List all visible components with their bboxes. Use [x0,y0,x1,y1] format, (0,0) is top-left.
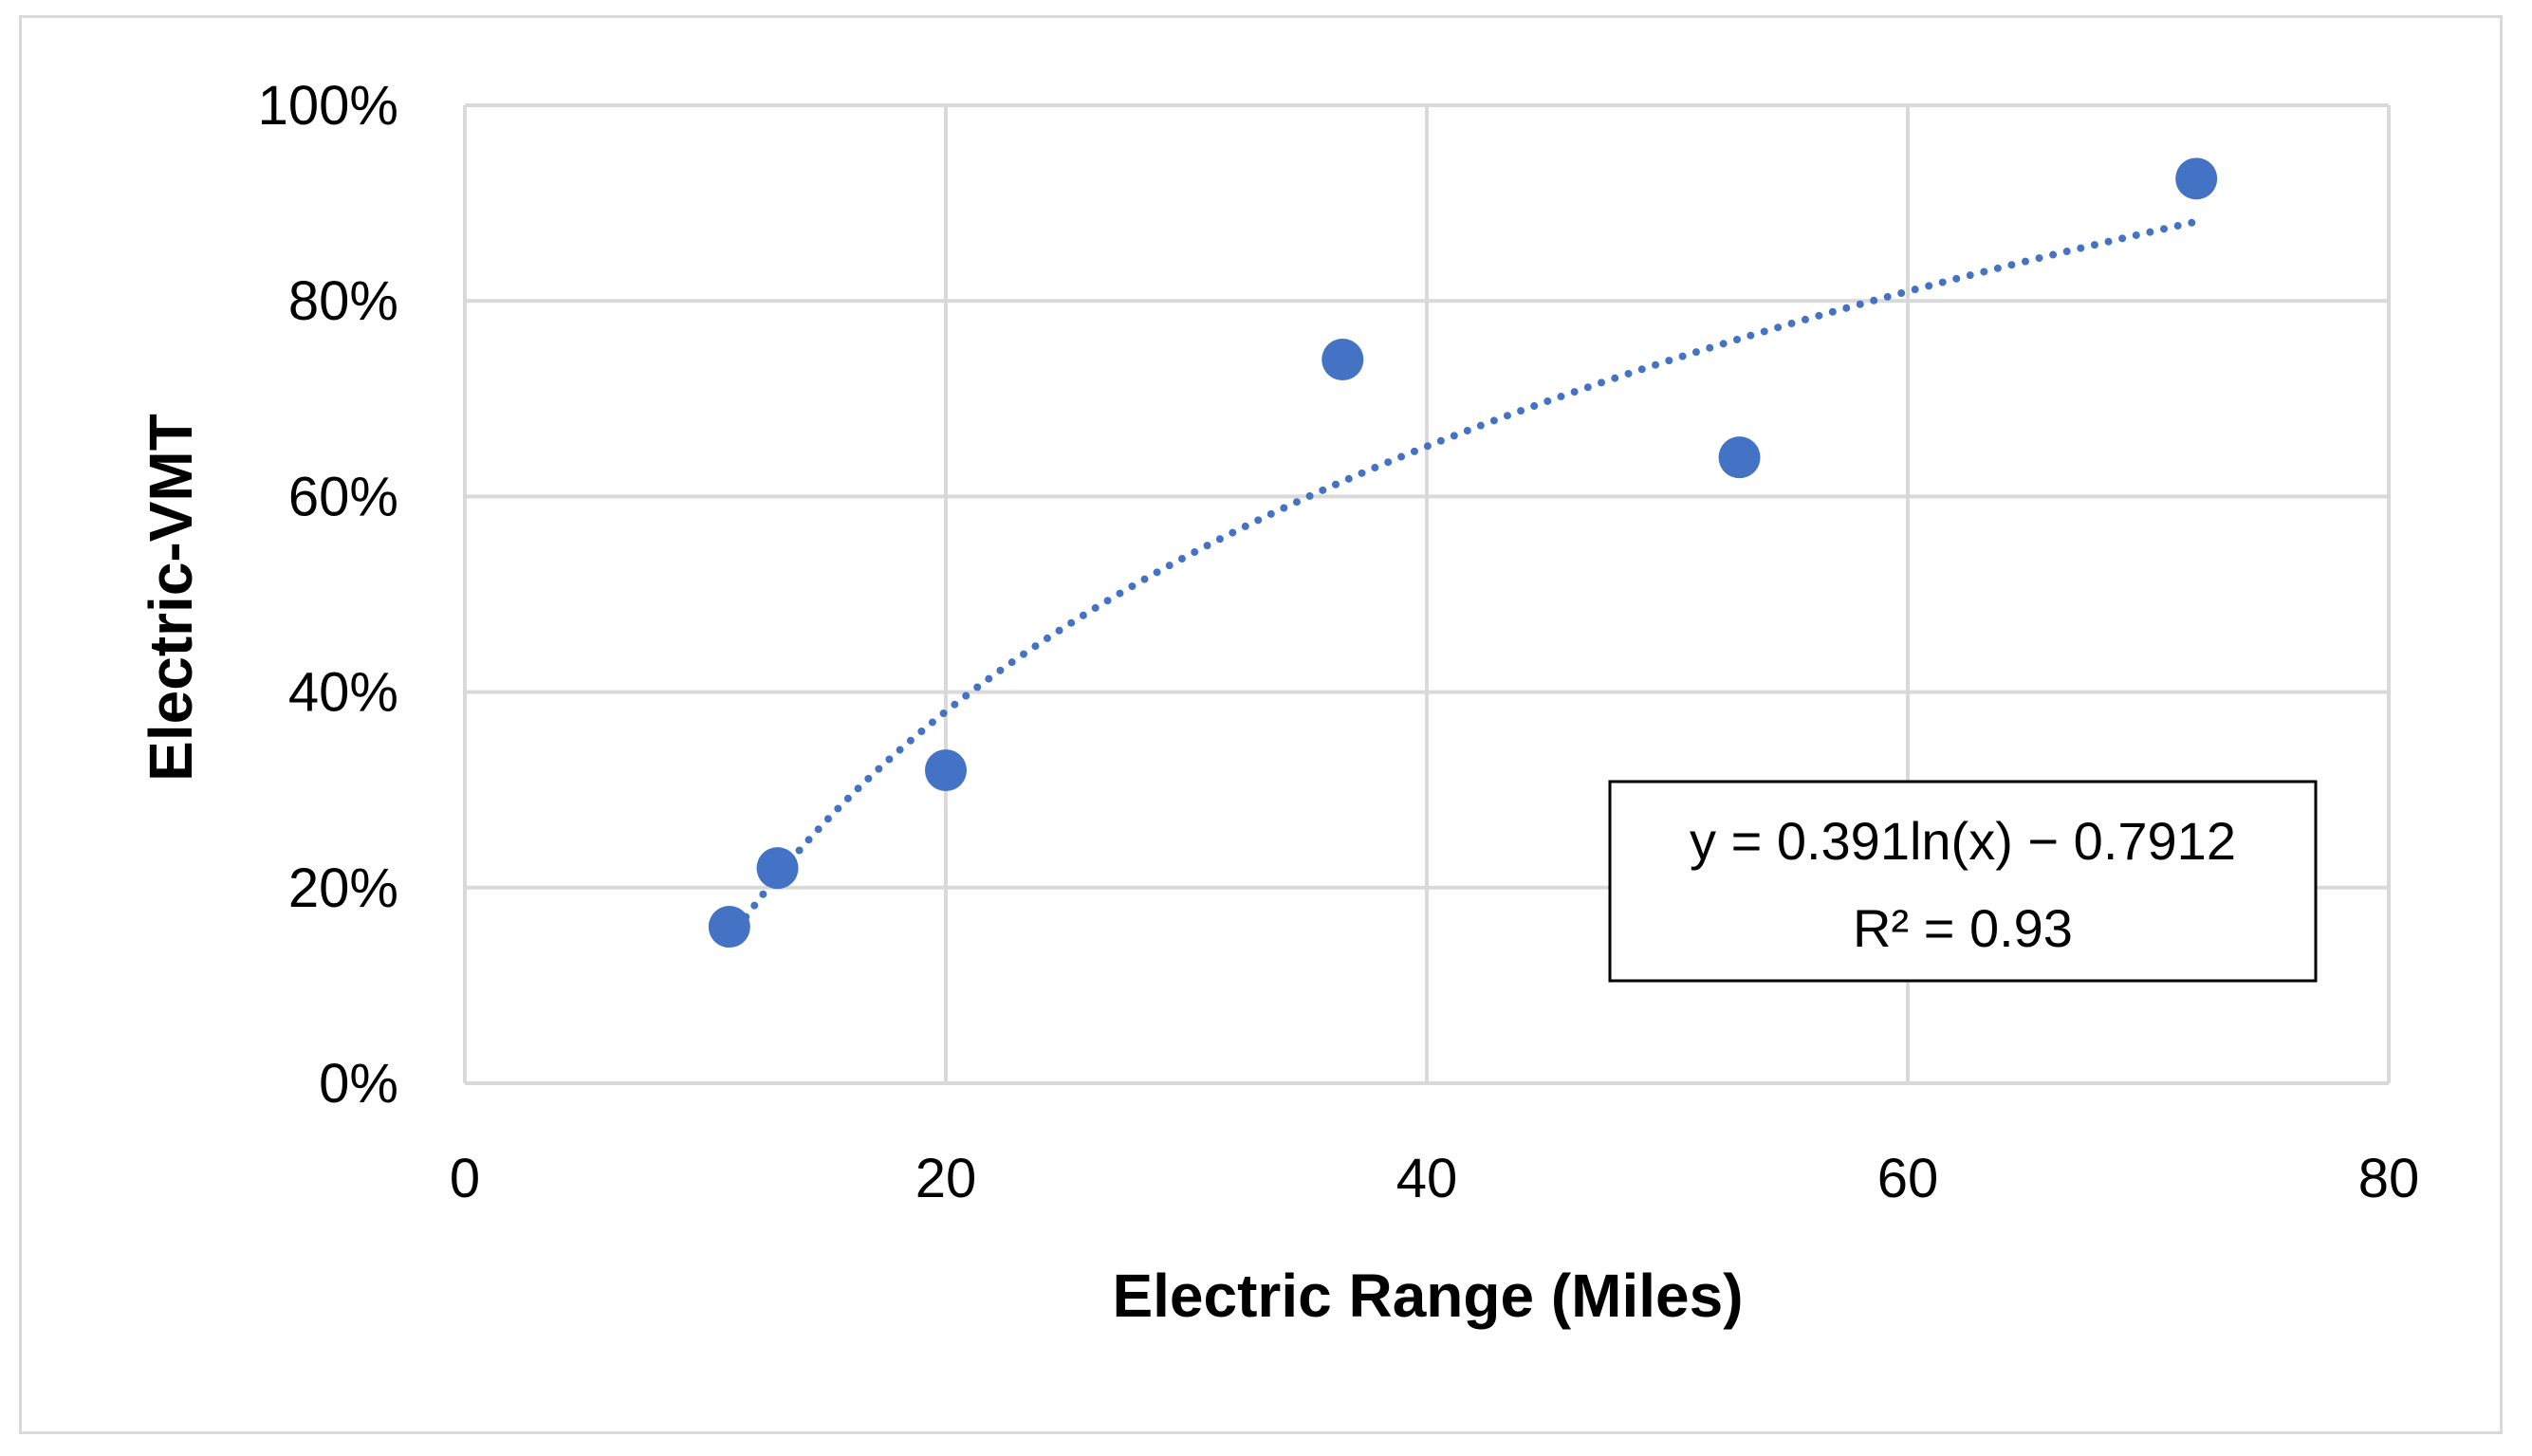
gridlines [463,103,2391,1085]
r-squared-label: R² = 0.93 [1853,898,2073,958]
y-tick-label: 0% [319,1053,398,1115]
data-point [2175,157,2218,200]
data-points [708,157,2218,949]
chart-frame [19,15,2503,1434]
y-tick-label: 40% [288,662,398,724]
y-axis-tick-labels: 0% 20% 40% 60% 80% 100% [258,75,398,1115]
trendline-equation-box: y = 0.391ln(x) − 0.7912 R² = 0.93 [1608,780,2318,983]
x-tick-label: 60 [1877,1148,1939,1209]
y-tick-label: 20% [288,857,398,919]
data-point [1321,339,1364,381]
x-axis-title: Electric Range (Miles) [1112,1262,1743,1330]
y-tick-label: 80% [288,270,398,332]
x-tick-label: 0 [450,1148,480,1209]
y-tick-label: 100% [258,75,398,137]
trendline-equation: y = 0.391ln(x) − 0.7912 [1690,811,2236,871]
x-tick-label: 20 [915,1148,977,1209]
equation-box-border [1608,780,2318,983]
data-point [756,847,799,890]
data-point [925,749,967,792]
data-point [708,906,750,949]
y-axis-title: Electric-VMT [137,414,205,782]
x-tick-label: 40 [1396,1148,1458,1209]
data-point [1718,436,1761,479]
x-tick-label: 80 [2358,1148,2420,1209]
y-tick-label: 60% [288,466,398,527]
x-axis-tick-labels: 0 20 40 60 80 [450,1148,2419,1209]
